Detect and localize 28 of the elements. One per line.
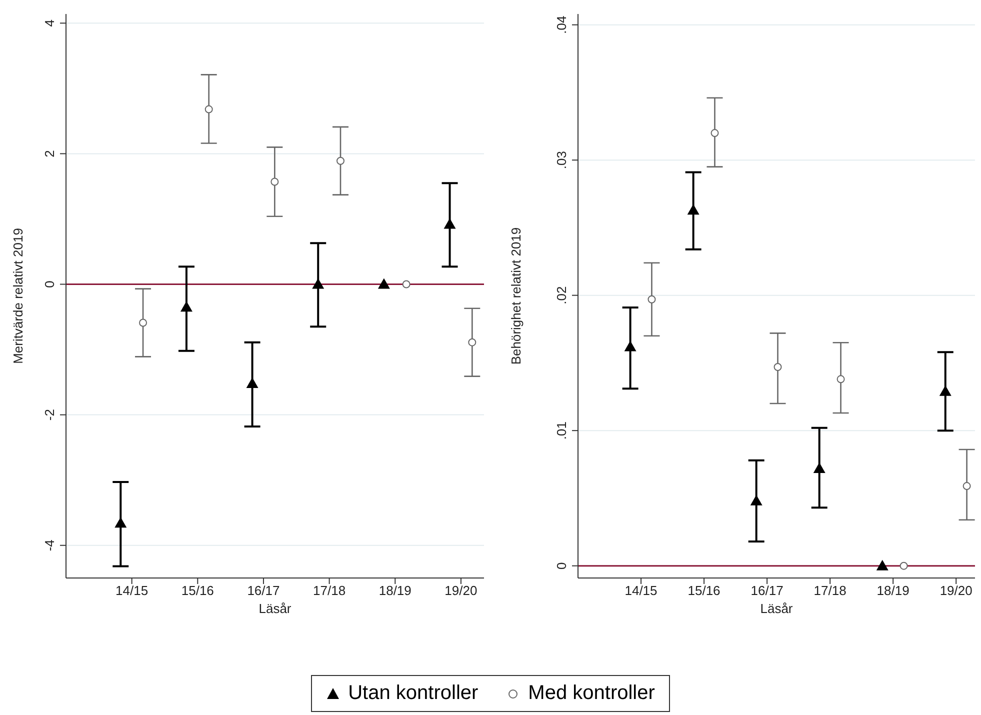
y-tick-label: 2	[42, 150, 57, 158]
x-tick-label: 17/18	[313, 583, 346, 598]
y-tick-label: 4	[42, 20, 57, 27]
x-tick-label: 16/17	[750, 583, 784, 598]
x-tick-label: 19/20	[940, 583, 972, 598]
x-tick-label: 18/19	[378, 583, 412, 598]
y-tick-label: 0	[554, 562, 569, 570]
legend-label: Med kontroller	[528, 682, 655, 705]
x-tick-label: 19/20	[444, 583, 478, 598]
x-tick-label: 15/16	[688, 583, 720, 598]
y-tick-label: .04	[554, 16, 569, 34]
legend-label: Utan kontroller	[348, 682, 478, 705]
x-axis-title: Läsår	[760, 601, 794, 616]
y-tick-label: -4	[42, 540, 57, 552]
x-tick-label: 16/17	[247, 583, 280, 598]
x-tick-label: 15/16	[181, 583, 214, 598]
y-axis-title: Meritvärde relativt 2019	[10, 228, 26, 364]
x-tick-label: 17/18	[814, 583, 846, 598]
y-tick-label: .02	[554, 286, 569, 304]
x-tick-label: 14/15	[116, 583, 148, 598]
y-tick-label: .01	[554, 422, 569, 440]
y-tick-label: .03	[554, 151, 569, 170]
y-tick-label: 0	[42, 280, 57, 288]
y-axis-title: Behörighet relativt 2019	[508, 227, 524, 365]
x-tick-label: 18/19	[876, 583, 910, 598]
y-tick-label: -2	[42, 409, 57, 421]
x-axis-title: Läsår	[258, 601, 292, 616]
x-tick-label: 14/15	[624, 583, 658, 598]
